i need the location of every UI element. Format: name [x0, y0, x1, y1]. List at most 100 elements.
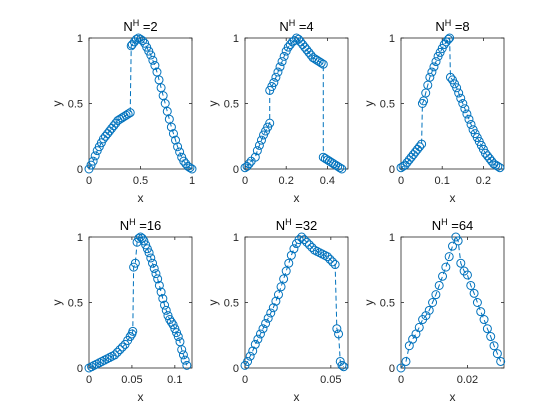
data-point — [250, 152, 260, 162]
data-point — [164, 114, 174, 124]
data-point — [276, 282, 286, 292]
data-point — [441, 262, 451, 272]
x-tick-label: 0.2 — [476, 175, 491, 187]
y-tick-label: 0 — [233, 363, 239, 375]
y-tick-label: 1 — [389, 232, 395, 244]
data-point — [322, 252, 332, 262]
subplot-title: NH =16 — [120, 217, 162, 233]
data-point — [496, 356, 506, 366]
x-axis-label: x — [450, 390, 456, 404]
title-base: N — [435, 19, 444, 34]
title-rest: =4 — [295, 19, 313, 34]
y-axis-label: y — [206, 300, 220, 306]
data-point — [460, 104, 470, 114]
data-point — [151, 269, 161, 279]
data-point — [458, 99, 468, 108]
data-point — [115, 345, 125, 355]
data-point — [424, 305, 434, 315]
data-point — [256, 135, 266, 145]
title-base: N — [279, 19, 288, 34]
title-rest: =16 — [136, 218, 162, 233]
y-tick-label: 1 — [389, 33, 395, 45]
y-axis-label: y — [362, 101, 376, 107]
subplot-2: 0 0.2 0.4 0 0.5 1 x y NH =4 — [206, 18, 349, 205]
axes-box — [88, 236, 193, 369]
data-point — [452, 83, 462, 93]
y-tick-label: 0.5 — [68, 99, 83, 111]
x-tick-label: 0 — [86, 175, 92, 187]
title-rest: =2 — [139, 19, 157, 34]
title-superscript: H — [289, 18, 296, 28]
data-point — [125, 108, 135, 118]
subplot-6: 0 0.02 0 0.5 1 x y NH =64 — [362, 217, 506, 404]
data-point — [125, 332, 135, 342]
y-tick-label: 1 — [233, 33, 239, 45]
data-point — [339, 362, 349, 372]
data-point — [445, 72, 455, 82]
title-superscript: H — [129, 217, 136, 227]
data-point — [337, 360, 347, 370]
data-point — [154, 280, 164, 290]
data-point — [142, 244, 152, 254]
data-point — [268, 303, 278, 313]
data-point — [171, 135, 181, 145]
y-tick-label: 0.5 — [224, 298, 239, 310]
data-point — [173, 142, 183, 152]
data-point — [448, 241, 457, 251]
data-point — [117, 342, 127, 352]
data-point — [469, 288, 479, 298]
data-point — [141, 240, 151, 250]
data-point — [414, 322, 424, 332]
data-point — [492, 349, 502, 359]
title-superscript: H — [441, 217, 448, 227]
data-point — [289, 244, 299, 254]
data-point — [289, 36, 299, 46]
data-point — [486, 332, 496, 342]
subplot-title: NH =64 — [432, 217, 474, 233]
data-point — [325, 254, 335, 264]
data-point — [88, 156, 98, 166]
subplot-1: 0 0.5 1 0 0.5 1 x y NH =2 — [50, 18, 197, 205]
y-axis-label: y — [362, 300, 376, 306]
data-point — [462, 109, 472, 119]
data-point — [279, 51, 289, 61]
x-axis-label: x — [294, 390, 300, 404]
y-tick-label: 0 — [77, 164, 83, 176]
data-point — [429, 62, 439, 72]
y-tick-label: 0.5 — [224, 99, 239, 111]
data-point — [427, 67, 437, 77]
x-tick-label: 0.05 — [320, 374, 341, 386]
data-point — [255, 329, 265, 339]
data-point — [464, 114, 474, 124]
subplot-title: NH =8 — [435, 18, 469, 34]
axes-box — [400, 236, 505, 369]
data-point — [134, 233, 144, 243]
data-point — [158, 91, 168, 101]
x-axis-label: x — [294, 191, 300, 205]
data-point — [335, 163, 345, 173]
data-point — [146, 50, 156, 60]
title-base: N — [120, 218, 129, 233]
data-point — [462, 270, 472, 280]
data-point — [275, 62, 285, 72]
data-point — [421, 311, 431, 321]
y-tick-label: 0.5 — [380, 99, 395, 111]
x-tick-label: 0.1 — [167, 374, 182, 386]
data-point — [112, 347, 122, 357]
x-axis-label: x — [138, 191, 144, 205]
data-point — [483, 151, 493, 161]
subplot-title: NH =2 — [123, 18, 157, 34]
data-point — [123, 109, 133, 119]
data-point — [175, 147, 185, 157]
data-point — [144, 248, 154, 258]
data-point — [316, 58, 326, 68]
data-point — [148, 258, 158, 268]
data-point — [434, 280, 444, 290]
data-point — [286, 250, 296, 260]
data-point — [271, 296, 281, 306]
data-point — [263, 313, 273, 323]
x-tick-label: 0 — [398, 374, 404, 386]
subplot-title: NH =4 — [279, 18, 313, 34]
x-tick-label: 0.2 — [279, 175, 294, 187]
title-rest: =8 — [451, 19, 469, 34]
